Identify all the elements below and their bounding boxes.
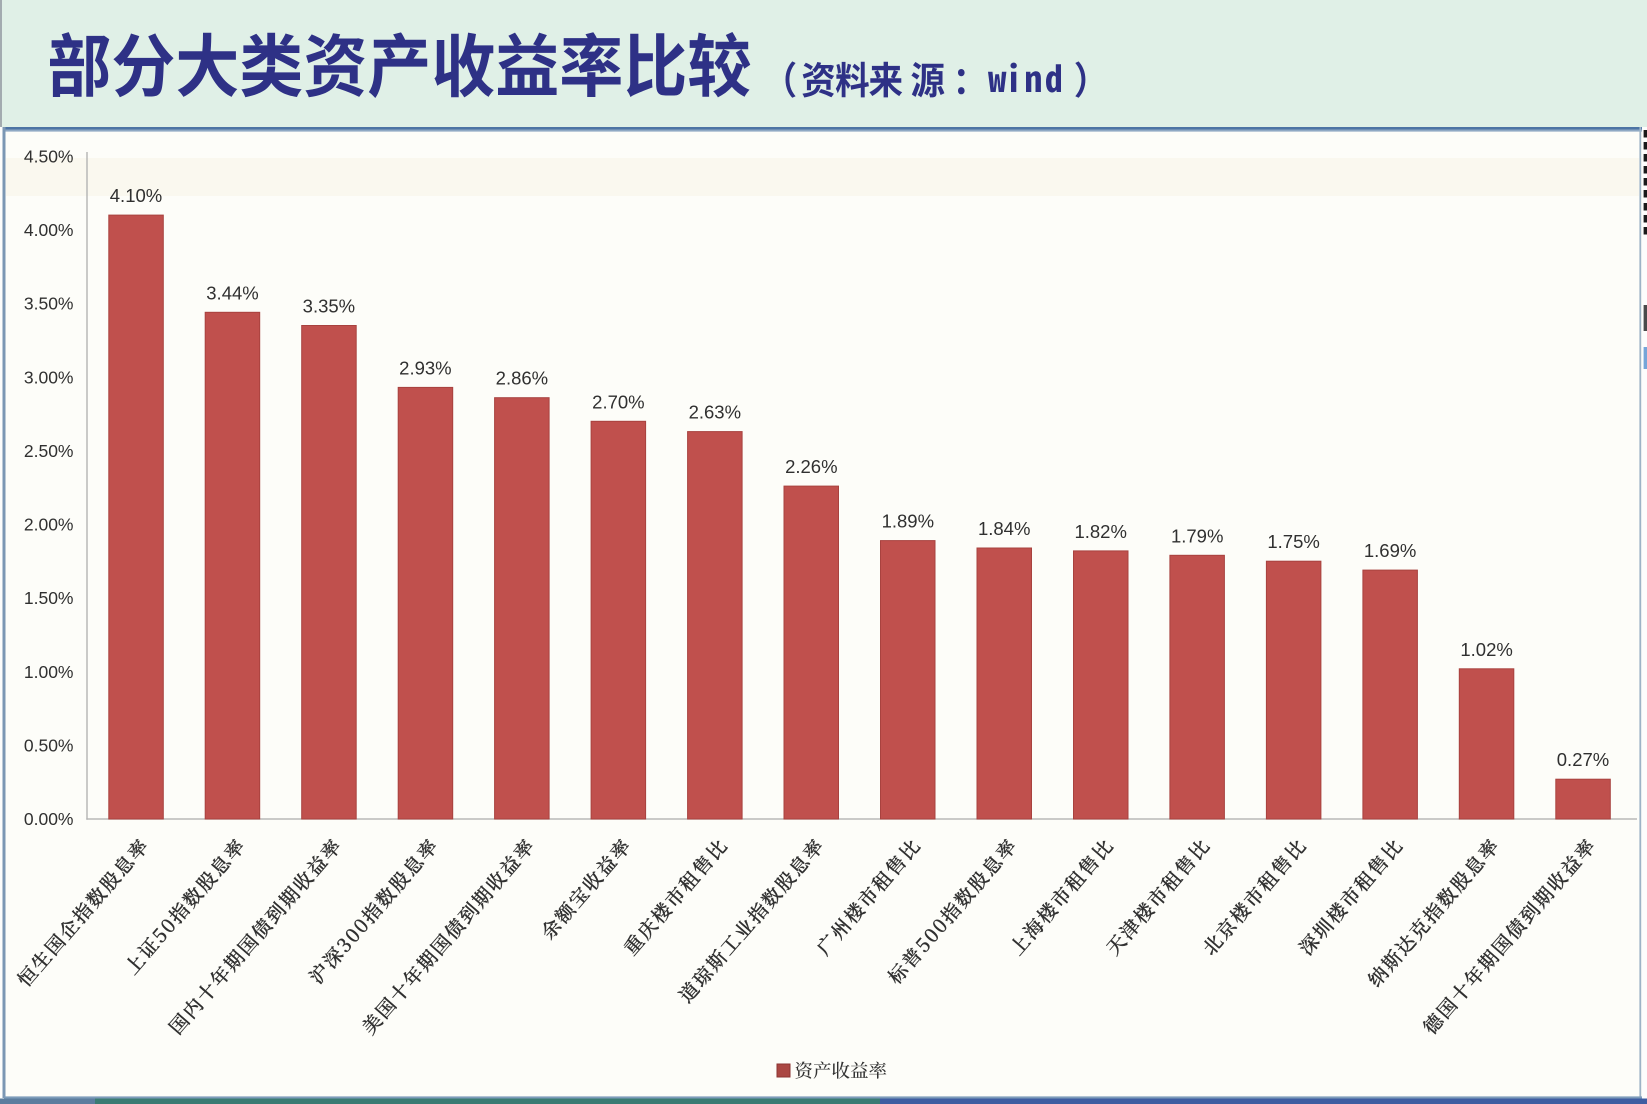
svg-text:1.02%: 1.02% <box>1460 639 1512 660</box>
svg-text:3.35%: 3.35% <box>303 296 355 317</box>
svg-text:4.00%: 4.00% <box>24 220 74 240</box>
svg-text:2.63%: 2.63% <box>689 402 741 423</box>
svg-text:3.50%: 3.50% <box>24 294 74 314</box>
svg-text:2.70%: 2.70% <box>592 391 644 412</box>
svg-text:1.89%: 1.89% <box>882 511 934 532</box>
svg-text:2.00%: 2.00% <box>24 515 74 535</box>
svg-text:0.00%: 0.00% <box>24 809 74 829</box>
svg-text:1.00%: 1.00% <box>24 662 74 682</box>
svg-text:2.86%: 2.86% <box>496 368 548 389</box>
svg-text:2.50%: 2.50% <box>24 441 74 461</box>
svg-text:3.00%: 3.00% <box>24 367 74 387</box>
svg-text:1.69%: 1.69% <box>1364 540 1416 561</box>
svg-text:1.79%: 1.79% <box>1171 525 1223 546</box>
svg-text:0.50%: 0.50% <box>24 736 74 756</box>
svg-text:4.50%: 4.50% <box>24 146 74 166</box>
svg-text:1.84%: 1.84% <box>978 518 1030 539</box>
svg-text:4.10%: 4.10% <box>110 185 162 206</box>
svg-text:3.44%: 3.44% <box>206 282 258 303</box>
svg-text:2.93%: 2.93% <box>399 357 451 378</box>
svg-text:1.75%: 1.75% <box>1267 531 1319 552</box>
svg-text:1.82%: 1.82% <box>1074 521 1126 542</box>
svg-text:0.27%: 0.27% <box>1557 749 1609 770</box>
svg-text:2.26%: 2.26% <box>785 456 837 477</box>
svg-text:1.50%: 1.50% <box>24 588 74 608</box>
